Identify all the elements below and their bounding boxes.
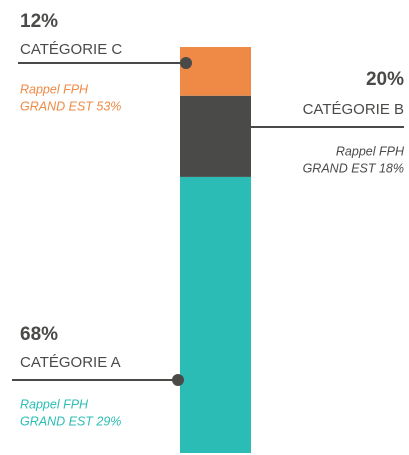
bar-segment bbox=[180, 47, 251, 96]
value-label: 68% bbox=[20, 324, 58, 345]
note: GRAND EST 53% bbox=[20, 99, 121, 113]
leader-dot bbox=[172, 374, 184, 386]
value-label: 12% bbox=[20, 11, 58, 32]
note: Rappel FPH bbox=[20, 397, 89, 411]
note: GRAND EST 18% bbox=[303, 161, 404, 175]
note: GRAND EST 29% bbox=[20, 414, 121, 428]
bar-segment bbox=[180, 95, 251, 177]
note: Rappel FPH bbox=[20, 82, 89, 96]
series-name: CATÉGORIE B bbox=[303, 101, 404, 118]
series-name: CATÉGORIE C bbox=[20, 41, 122, 58]
leader-dot bbox=[180, 57, 192, 69]
value-label: 20% bbox=[366, 69, 404, 90]
note: Rappel FPH bbox=[336, 144, 405, 158]
leader-dot bbox=[239, 121, 251, 133]
series-name: CATÉGORIE A bbox=[20, 354, 121, 371]
bar-segment bbox=[180, 176, 251, 454]
